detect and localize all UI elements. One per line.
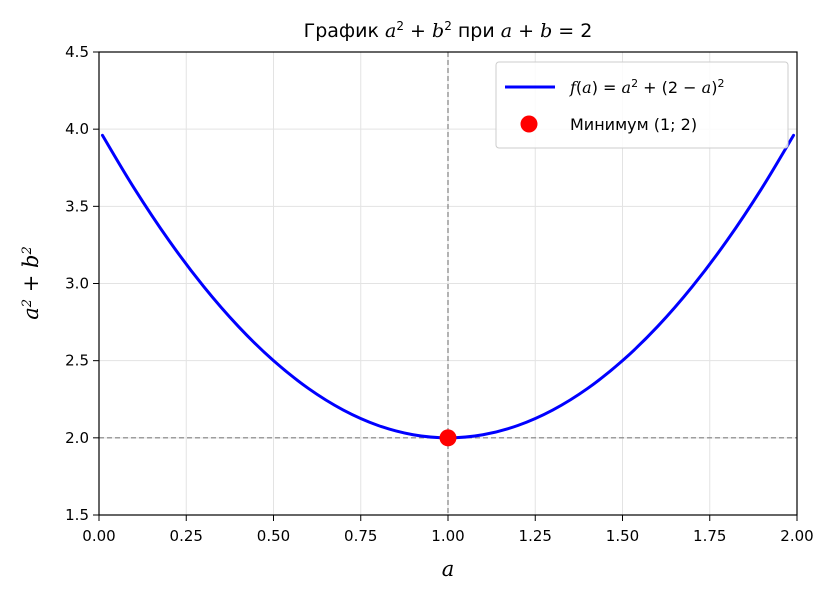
legend-a-2: a (622, 78, 632, 97)
chart-title: График a2 + b2 при a + b = 2 (304, 19, 593, 42)
x-tick-label: 2.00 (780, 527, 813, 545)
chart-title-math-4: b (540, 20, 552, 42)
y-tick-label: 2.0 (65, 429, 89, 447)
y-tick-label: 1.5 (65, 506, 89, 524)
x-tick-label: 0.25 (170, 527, 203, 545)
legend: f(a) = a2 + (2 − a)2 Минимум (1; 2) (495, 61, 789, 149)
legend-paren-2: ) (711, 78, 717, 97)
legend-entry-curve: f(a) = a2 + (2 − a)2 (569, 77, 724, 98)
x-tick-label: 1.00 (431, 527, 464, 545)
plot-area (100, 133, 796, 447)
y-label-sup-1: 2 (20, 299, 35, 308)
legend-box (495, 61, 789, 149)
legend-paren-1: ( (576, 78, 582, 97)
legend-sup-1: 2 (631, 77, 638, 90)
chart-title-sup-2: 2 (444, 19, 452, 33)
x-tick-label: 1.50 (606, 527, 639, 545)
chart-title-math-1: a (385, 20, 396, 42)
legend-sup-2: 2 (717, 77, 724, 90)
x-tick-label: 0.50 (257, 527, 290, 545)
chart-title-math-2: b (432, 20, 444, 42)
chart-title-part-1: График (304, 20, 385, 42)
legend-a-1: a (582, 78, 592, 97)
legend-a-3: a (702, 78, 712, 97)
legend-f: f (569, 78, 579, 97)
x-tick-label: 1.75 (693, 527, 726, 545)
x-tick-label: 1.25 (519, 527, 552, 545)
x-axis-ticks: 0.00 0.25 0.50 0.75 1.00 1.25 1.50 1.75 2.00 (82, 515, 814, 545)
legend-marker-swatch (520, 115, 538, 133)
x-axis-label: a (442, 557, 455, 581)
y-axis-ticks: 1.5 2.0 2.5 3.0 3.5 4.0 4.5 (65, 43, 99, 524)
y-tick-label: 4.5 (65, 43, 89, 61)
chart-title-part-2: при (452, 20, 501, 42)
y-tick-label: 3.0 (65, 275, 89, 293)
chart-title-plus-1: + (404, 20, 432, 42)
legend-plus: + (2 − (638, 78, 702, 97)
chart-title-plus-2: + (512, 20, 540, 42)
y-label-b: b (19, 255, 43, 268)
y-tick-label: 3.5 (65, 197, 89, 215)
y-label-plus: + (19, 268, 43, 299)
x-tick-label: 0.00 (82, 527, 115, 545)
y-label-sup-2: 2 (20, 246, 35, 255)
legend-eq: ) = (592, 78, 622, 97)
chart-title-eq: = 2 (552, 20, 592, 42)
chart-title-sup-1: 2 (396, 19, 404, 33)
legend-entry-minimum: Минимум (1; 2) (570, 115, 697, 134)
chart-title-math-3: a (501, 20, 512, 42)
y-tick-label: 2.5 (65, 352, 89, 370)
x-tick-label: 0.75 (344, 527, 377, 545)
minimum-point-marker (439, 429, 457, 447)
y-label-a: a (19, 307, 43, 320)
y-axis-label: a2 + b2 (19, 246, 43, 320)
y-tick-label: 4.0 (65, 120, 89, 138)
